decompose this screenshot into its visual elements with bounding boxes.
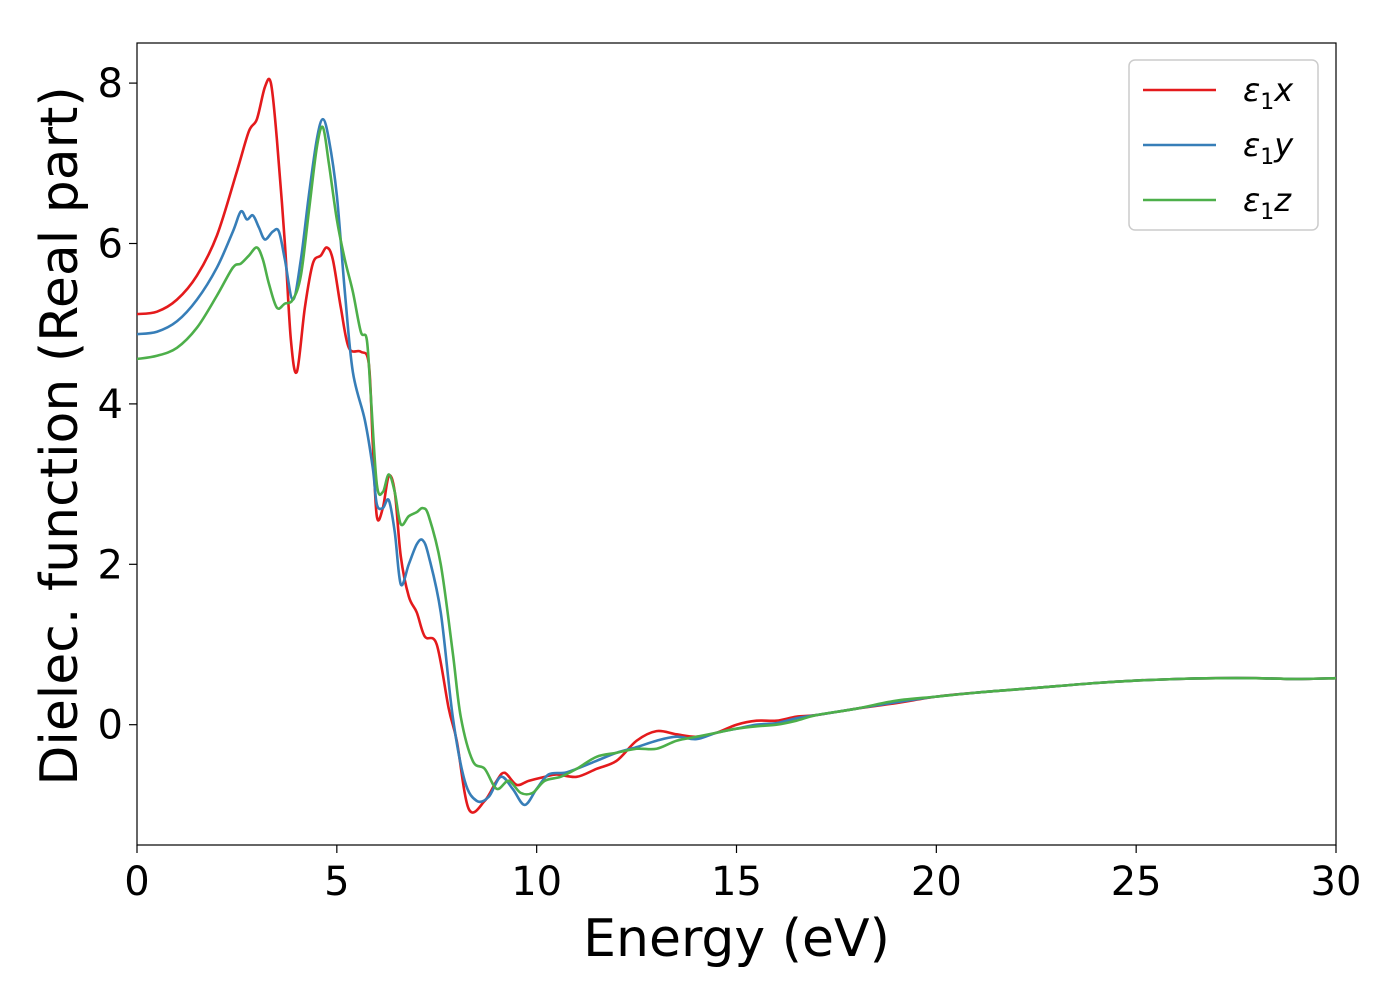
y-tick-label: 4 bbox=[98, 382, 123, 428]
legend-label-symbol: ε bbox=[1243, 181, 1260, 219]
x-tick-label: 5 bbox=[324, 859, 349, 905]
y-axis-title: Dielec. function (Real part) bbox=[30, 86, 90, 785]
x-tick-label: 25 bbox=[1111, 859, 1162, 905]
legend-label-subscript: 1 bbox=[1260, 90, 1274, 115]
series-line-z bbox=[137, 125, 1336, 796]
y-axis-ticks: 0 2 4 6 8 bbox=[98, 61, 137, 749]
legend-label-suffix: x bbox=[1273, 71, 1294, 109]
legend-box bbox=[1128, 59, 1319, 231]
series-layer bbox=[137, 77, 1336, 814]
legend-label-symbol: ε bbox=[1243, 71, 1260, 109]
x-tick-label: 10 bbox=[511, 859, 562, 905]
y-tick-label: 6 bbox=[98, 222, 123, 268]
legend-label-z: ε1z bbox=[1243, 181, 1292, 225]
legend-label-subscript: 1 bbox=[1260, 145, 1274, 170]
x-axis-ticks: 0 5 10 15 20 25 30 bbox=[124, 845, 1361, 905]
y-tick-label: 0 bbox=[98, 703, 123, 749]
x-axis-title: Energy (eV) bbox=[583, 909, 890, 969]
legend-label-suffix: y bbox=[1273, 126, 1294, 164]
y-tick-label: 8 bbox=[98, 61, 123, 107]
legend-label-y: ε1y bbox=[1243, 126, 1294, 170]
x-tick-label: 0 bbox=[124, 859, 149, 905]
x-tick-label: 15 bbox=[711, 859, 762, 905]
legend-label-symbol: ε bbox=[1243, 126, 1260, 164]
x-tick-label: 20 bbox=[911, 859, 962, 905]
legend-label-subscript: 1 bbox=[1260, 200, 1274, 225]
legend-label-suffix: z bbox=[1273, 181, 1292, 219]
legend-label-x: ε1x bbox=[1243, 71, 1294, 115]
y-tick-label: 2 bbox=[98, 542, 123, 588]
x-tick-label: 30 bbox=[1311, 859, 1362, 905]
